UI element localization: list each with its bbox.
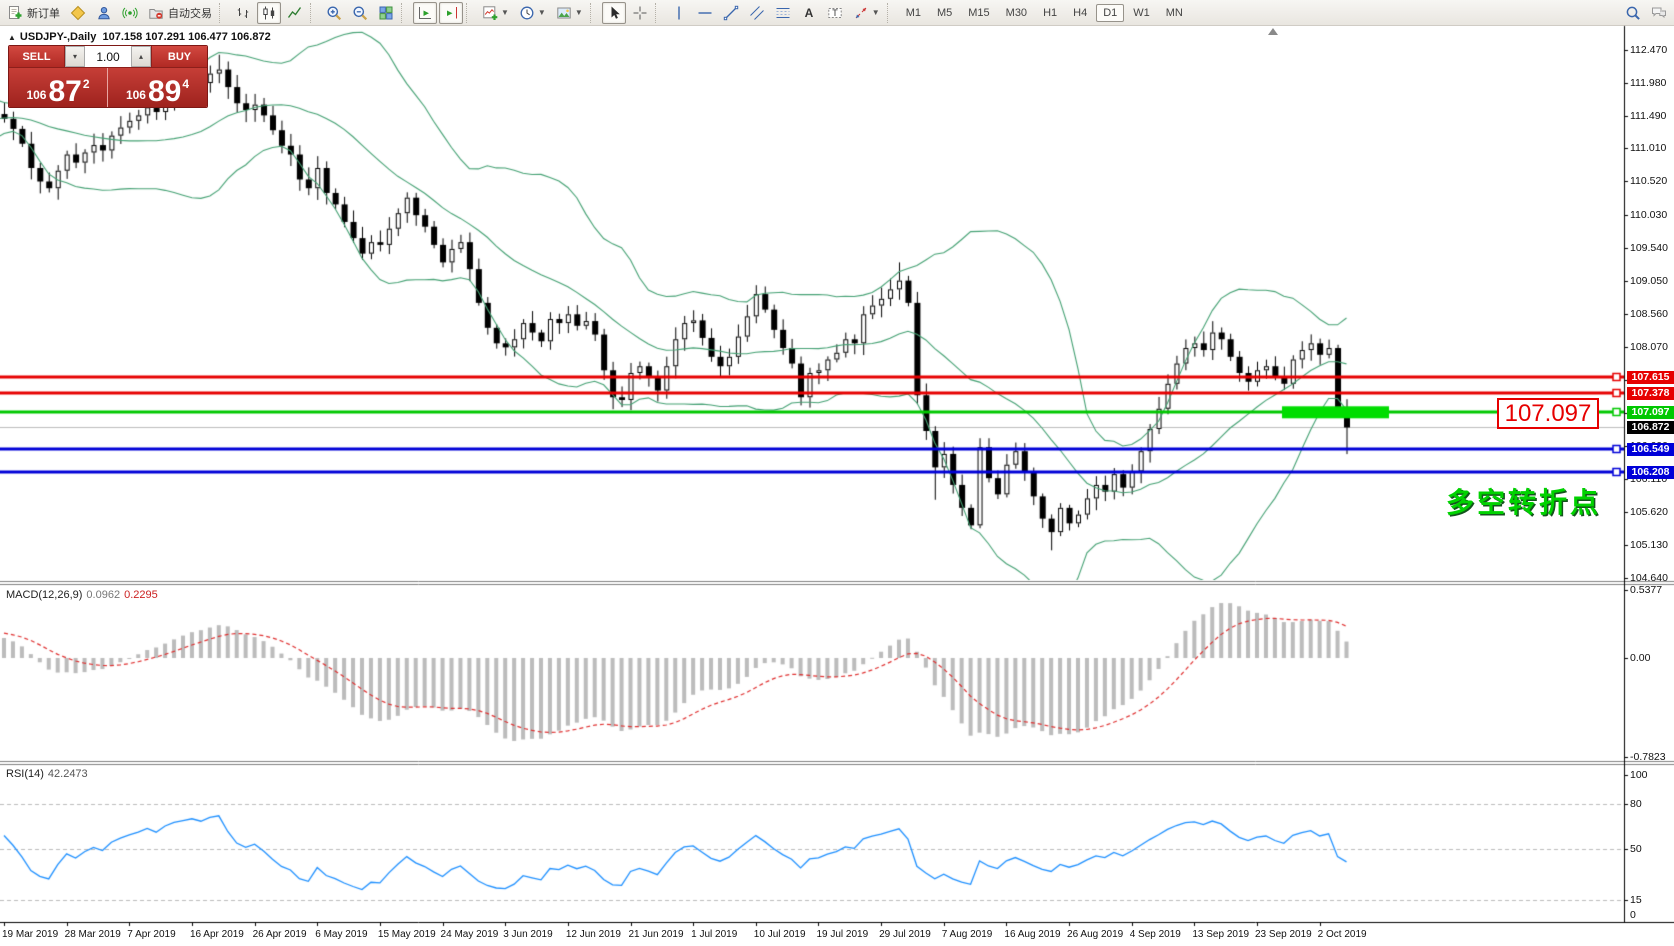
price-tick-label: 105.620 bbox=[1630, 505, 1668, 518]
macd-name: MACD(12,26,9) bbox=[6, 589, 83, 601]
date-label: 2 Oct 2019 bbox=[1317, 929, 1367, 940]
price-tick-label: 109.540 bbox=[1630, 241, 1668, 254]
date-label: 29 Jul 2019 bbox=[879, 929, 931, 940]
date-label: 24 May 2019 bbox=[440, 929, 499, 940]
level-price-label[interactable]: 106.208 bbox=[1627, 465, 1674, 479]
macd-main-value: 0.0962 bbox=[86, 589, 121, 601]
price-tick-label: 111.010 bbox=[1630, 142, 1667, 155]
volume-up-button[interactable]: ▴ bbox=[131, 46, 151, 67]
volume-input[interactable] bbox=[85, 46, 131, 67]
price-tick-label: 111.490 bbox=[1630, 110, 1667, 123]
date-label: 19 Mar 2019 bbox=[2, 929, 59, 940]
rsi-tick-label: 80 bbox=[1630, 798, 1642, 811]
date-label: 28 Mar 2019 bbox=[64, 929, 121, 940]
macd-label: MACD(12,26,9) 0.0962 0.2295 bbox=[6, 589, 158, 601]
bid-prefix: 106 bbox=[26, 88, 47, 102]
date-label: 26 Aug 2019 bbox=[1067, 929, 1124, 940]
price-tick-label: 108.070 bbox=[1630, 340, 1668, 353]
date-label: 1 Jul 2019 bbox=[691, 929, 738, 940]
date-label: 19 Jul 2019 bbox=[816, 929, 869, 940]
ask-big: 89 bbox=[147, 75, 182, 108]
bid-price-label: 106.872 bbox=[1627, 420, 1674, 434]
date-label: 7 Apr 2019 bbox=[127, 929, 176, 940]
rsi-tick-label: 50 bbox=[1630, 842, 1642, 855]
date-label: 26 Apr 2019 bbox=[252, 929, 307, 940]
date-label: 23 Sep 2019 bbox=[1255, 929, 1312, 940]
rsi-name: RSI(14) bbox=[6, 768, 44, 780]
price-annotation-box[interactable]: 107.097 bbox=[1497, 398, 1599, 429]
price-tick-label: 112.470 bbox=[1630, 44, 1668, 56]
macd-tick-label: -0.7823 bbox=[1630, 751, 1666, 764]
rsi-tick-label: 15 bbox=[1630, 893, 1642, 906]
date-label: 16 Aug 2019 bbox=[1004, 929, 1061, 940]
date-label: 4 Sep 2019 bbox=[1129, 929, 1181, 940]
sell-button[interactable]: SELL bbox=[9, 46, 64, 67]
price-tick-label: 108.560 bbox=[1630, 307, 1668, 320]
rsi-value: 42.2473 bbox=[47, 768, 88, 780]
collapse-icon[interactable]: ▲ bbox=[8, 33, 16, 42]
price-tick-label: 109.050 bbox=[1630, 274, 1668, 287]
volume-down-button[interactable]: ▾ bbox=[65, 46, 85, 67]
sell-price-button[interactable]: 106 87 2 bbox=[9, 68, 108, 108]
date-label: 13 Sep 2019 bbox=[1192, 929, 1250, 940]
chart-shift-marker[interactable] bbox=[1268, 28, 1278, 35]
date-label: 6 May 2019 bbox=[315, 929, 368, 940]
rsi-tick-label: 0 bbox=[1630, 909, 1636, 921]
level-price-label[interactable]: 106.549 bbox=[1627, 442, 1674, 456]
rsi-tick-label: 100 bbox=[1630, 769, 1648, 781]
macd-signal-value: 0.2295 bbox=[124, 589, 158, 601]
date-label: 15 May 2019 bbox=[377, 929, 436, 940]
macd-tick-label: 0.5377 bbox=[1630, 583, 1663, 596]
ask-sup: 4 bbox=[182, 77, 190, 91]
price-tick-label: 110.030 bbox=[1630, 208, 1668, 221]
chart-title: ▲ USDJPY-,Daily 107.158 107.291 106.477 1… bbox=[8, 31, 271, 43]
date-label: 10 Jul 2019 bbox=[753, 929, 806, 940]
level-price-label[interactable]: 107.615 bbox=[1627, 370, 1674, 384]
date-label: 21 Jun 2019 bbox=[628, 929, 684, 940]
price-tick-label: 104.640 bbox=[1630, 571, 1668, 584]
ohlc-values: 107.158 107.291 106.477 106.872 bbox=[102, 31, 271, 43]
symbol-period: USDJPY-,Daily bbox=[19, 31, 97, 43]
bid-big: 87 bbox=[48, 75, 82, 108]
buy-price-button[interactable]: 106 89 4 bbox=[108, 68, 207, 108]
date-label: 12 Jun 2019 bbox=[565, 929, 621, 940]
buy-button[interactable]: BUY bbox=[152, 46, 207, 67]
turning-point-annotation[interactable]: 多空转折点 bbox=[1446, 487, 1602, 518]
ask-prefix: 106 bbox=[125, 88, 146, 102]
date-label: 3 Jun 2019 bbox=[503, 929, 553, 940]
date-label: 16 Apr 2019 bbox=[189, 929, 244, 940]
date-label: 7 Aug 2019 bbox=[941, 929, 993, 940]
level-price-label[interactable]: 107.378 bbox=[1627, 386, 1674, 400]
level-price-label[interactable]: 107.097 bbox=[1627, 405, 1674, 419]
rsi-label: RSI(14) 42.2473 bbox=[6, 768, 88, 780]
price-tick-label: 105.130 bbox=[1630, 538, 1668, 551]
macd-tick-label: 0.00 bbox=[1630, 652, 1651, 664]
price-tick-label: 111.980 bbox=[1630, 77, 1667, 90]
price-tick-label: 110.520 bbox=[1630, 175, 1668, 188]
bid-sup: 2 bbox=[82, 77, 90, 91]
